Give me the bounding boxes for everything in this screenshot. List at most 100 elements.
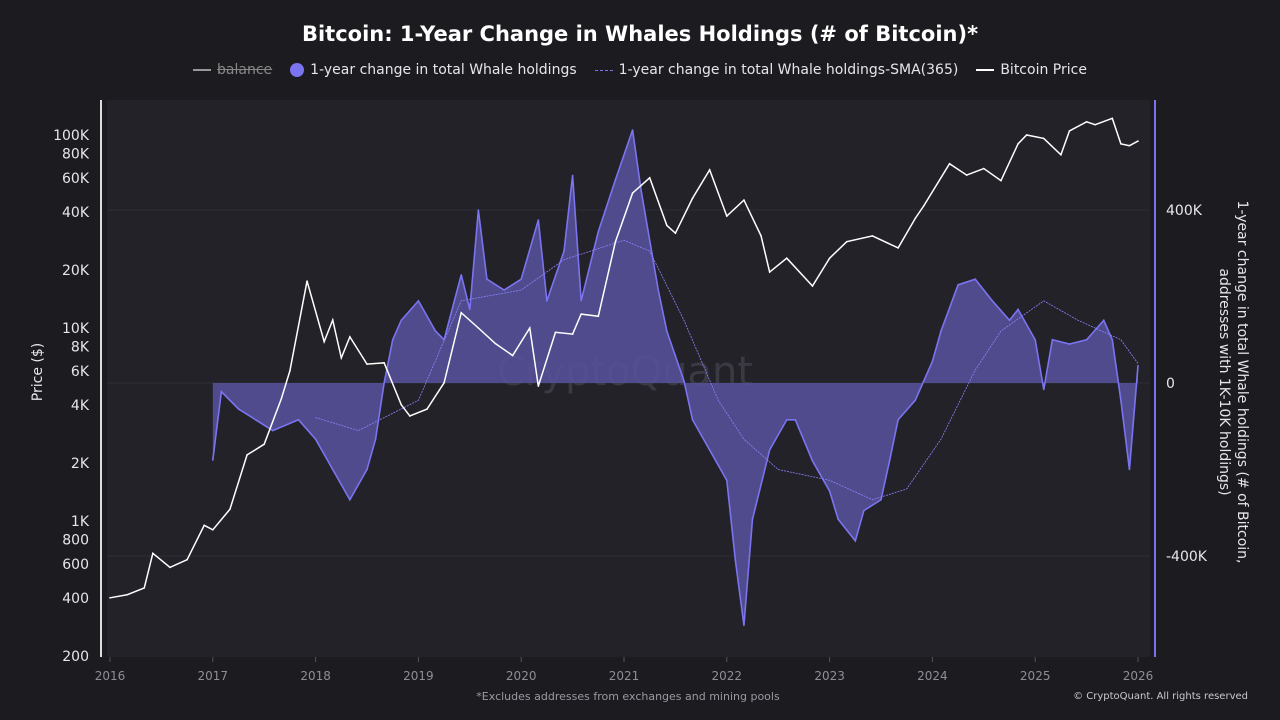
whale-change-point xyxy=(434,330,437,332)
left-tick-label: 200 xyxy=(62,649,89,665)
x-tick-label: 2026 xyxy=(1123,669,1154,683)
dot-swatch-icon xyxy=(290,63,305,77)
left-tick-label: 1K xyxy=(71,514,90,530)
whale-change-point xyxy=(734,559,737,562)
whale-change-point xyxy=(1111,338,1114,341)
chart-title: Bitcoin: 1-Year Change in Whales Holding… xyxy=(301,22,979,46)
whale-change-point xyxy=(940,330,942,332)
bitcoin-price-point xyxy=(152,552,154,555)
bitcoin-price-point xyxy=(691,197,694,200)
whale-change-point xyxy=(1128,468,1131,471)
line-swatch-icon xyxy=(193,69,212,71)
bitcoin-price-point xyxy=(674,232,677,234)
whale-change-point xyxy=(503,289,505,291)
whale-change-point xyxy=(888,460,891,462)
whale-change-point xyxy=(374,438,377,441)
whale-change-point xyxy=(486,278,488,281)
whale-change-point xyxy=(1017,308,1019,311)
legend-item-whale-change[interactable]: 1-year change in total Whale holdings xyxy=(290,62,577,78)
whale-change-point xyxy=(254,418,257,421)
whale-change-point xyxy=(469,308,471,311)
whale-change-area xyxy=(212,129,1139,626)
bitcoin-price-point xyxy=(571,333,574,335)
bitcoin-price-point xyxy=(828,257,831,259)
whale-change-point xyxy=(563,250,565,252)
bitcoin-price-point xyxy=(666,224,668,227)
bitcoin-price-point xyxy=(143,587,146,589)
bitcoin-price-point xyxy=(1017,143,1019,145)
bitcoin-price-point xyxy=(1085,121,1088,123)
whale-change-line xyxy=(212,129,1139,626)
bitcoin-price-point xyxy=(331,319,334,321)
bitcoin-price-point xyxy=(897,247,899,249)
bitcoin-price-point xyxy=(477,327,480,329)
x-tick-label: 2023 xyxy=(814,669,845,683)
whale-change-point xyxy=(314,438,317,441)
bitcoin-price-point xyxy=(580,313,582,315)
right-axis-title-line1: 1-year change in total Whale holdings (#… xyxy=(1234,201,1250,564)
bitcoin-price-point xyxy=(726,215,728,217)
whale-change-point xyxy=(991,300,994,302)
whale-change-point xyxy=(794,418,797,421)
whale-change-point xyxy=(297,418,300,421)
left-tick-label: 80K xyxy=(62,147,90,163)
whale-change-point xyxy=(768,449,771,451)
bitcoin-price-point xyxy=(280,397,283,400)
bitcoin-price-point xyxy=(537,385,540,387)
bitcoin-price-point xyxy=(614,240,617,243)
whale-change-point xyxy=(1085,338,1088,341)
whale-change-point xyxy=(1102,319,1105,322)
whale-change-point xyxy=(1068,343,1071,345)
legend-item-price[interactable]: Bitcoin Price xyxy=(976,62,1087,78)
whale-change-point xyxy=(391,338,394,341)
legend-item-sma[interactable]: 1-year change in total Whale holdings-SM… xyxy=(594,62,959,78)
whale-change-point xyxy=(614,178,617,181)
left-tick-label: 40K xyxy=(62,205,90,221)
whale-change-point xyxy=(349,498,351,501)
whale-change-point xyxy=(666,330,668,332)
bitcoin-price-point xyxy=(306,280,308,282)
whale-change-point xyxy=(726,479,728,482)
bitcoin-price-point xyxy=(1137,140,1139,142)
bitcoin-price-point xyxy=(923,204,925,207)
dashed-swatch-icon xyxy=(594,69,613,71)
right-axis-title-line2: addresses with 1K-10K holdings) xyxy=(1216,268,1232,495)
bitcoin-price-point xyxy=(948,162,951,165)
bitcoin-price-point xyxy=(1094,123,1096,126)
footnote: *Excludes addresses from exchanges and m… xyxy=(476,690,780,703)
whale-change-point xyxy=(1042,388,1045,391)
bitcoin-price-point xyxy=(1068,130,1071,132)
left-tick-label: 4K xyxy=(71,398,90,414)
left-tick-label: 10K xyxy=(62,321,90,337)
x-tick-label: 2017 xyxy=(198,669,229,683)
whale-change-point xyxy=(1137,364,1139,367)
bitcoin-price-line xyxy=(109,117,1139,599)
bitcoin-price-point xyxy=(126,593,128,596)
left-tick-label: 800 xyxy=(62,533,89,549)
bitcoin-price-point xyxy=(426,408,428,410)
whale-change-point xyxy=(546,300,548,302)
whale-change-point xyxy=(785,418,788,421)
bitcoin-price-point xyxy=(400,404,403,406)
whale-change-point xyxy=(580,300,582,302)
x-tick-label: 2024 xyxy=(917,669,948,683)
legend-label: 1-year change in total Whale holdings-SM… xyxy=(618,62,959,78)
whale-change-point xyxy=(212,459,214,461)
bitcoin-price-point xyxy=(528,327,531,329)
right-tick-label: -400K xyxy=(1166,549,1208,565)
x-tick-label: 2021 xyxy=(609,669,640,683)
whale-change-point xyxy=(1034,338,1036,341)
bitcoin-price-point xyxy=(246,454,248,456)
bitcoin-price-point xyxy=(914,217,917,220)
bitcoin-price-point xyxy=(169,566,171,569)
bitcoin-price-point xyxy=(1060,153,1062,156)
whale-change-point xyxy=(237,408,240,410)
left-tick-label: 2K xyxy=(71,456,90,472)
whale-change-point xyxy=(366,468,368,471)
line-swatch-icon xyxy=(976,69,995,71)
bitcoin-price-point xyxy=(1025,134,1028,136)
legend-item-balance[interactable]: balance xyxy=(193,62,272,78)
whale-change-point xyxy=(863,509,865,512)
bitcoin-price-point xyxy=(1000,179,1002,182)
x-tick-label: 2019 xyxy=(403,669,434,683)
